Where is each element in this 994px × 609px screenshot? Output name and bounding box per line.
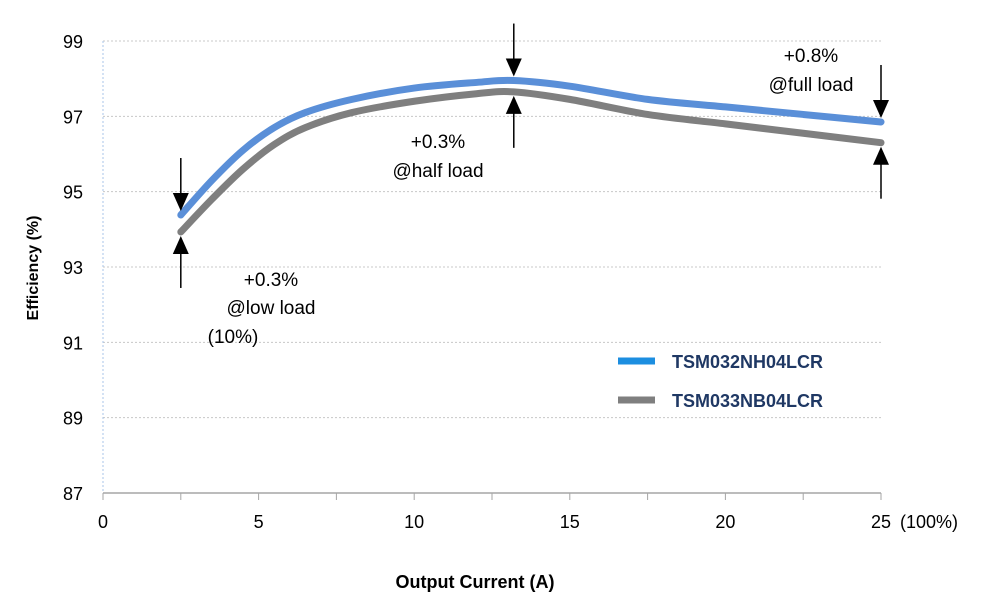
arrow-down-icon	[172, 193, 189, 212]
annotation-text: +0.3%	[411, 132, 466, 153]
arrow-up-icon	[505, 95, 522, 114]
series-line-TSM032NH04LCR	[177, 76, 885, 219]
y-tick-label: 97	[63, 107, 83, 127]
legend: TSM032NH04LCR TSM033NB04LCR	[618, 352, 823, 411]
x-tick-suffix: (100%)	[900, 512, 958, 532]
arrow-up-icon	[873, 146, 889, 165]
x-tick-label: 20	[715, 512, 735, 532]
y-tick-label: 87	[63, 484, 83, 504]
annotation-text: @half load	[392, 161, 483, 182]
arrow-up-icon	[172, 235, 189, 254]
x-tick-label: 15	[560, 512, 580, 532]
annotation-text: +0.3%	[244, 270, 299, 291]
x-tick-label: 25	[871, 512, 891, 532]
y-tick-label: 89	[63, 409, 83, 429]
legend-label-0: TSM032NH04LCR	[672, 352, 823, 372]
y-tick-label: 93	[63, 258, 83, 278]
x-axis-label: Output Current (A)	[396, 572, 555, 592]
x-tick-label: 0	[98, 512, 108, 532]
y-tick-label: 91	[63, 333, 83, 353]
legend-label-1: TSM033NB04LCR	[672, 391, 823, 411]
y-tick-label: 95	[63, 183, 83, 203]
annotation-text: (10%)	[208, 327, 259, 348]
y-axis-label: Efficiency (%)	[25, 216, 42, 321]
x-tick-label: 5	[254, 512, 264, 532]
x-tick-label: 10	[404, 512, 424, 532]
annotation-text: @full load	[769, 75, 854, 96]
annotation-text: +0.8%	[784, 46, 839, 67]
arrow-down-icon	[505, 58, 522, 77]
y-tick-label: 99	[63, 32, 83, 52]
series-line-TSM033NB04LCR	[177, 88, 885, 236]
arrow-down-icon	[873, 99, 889, 118]
annotation-text: @low load	[227, 298, 316, 319]
